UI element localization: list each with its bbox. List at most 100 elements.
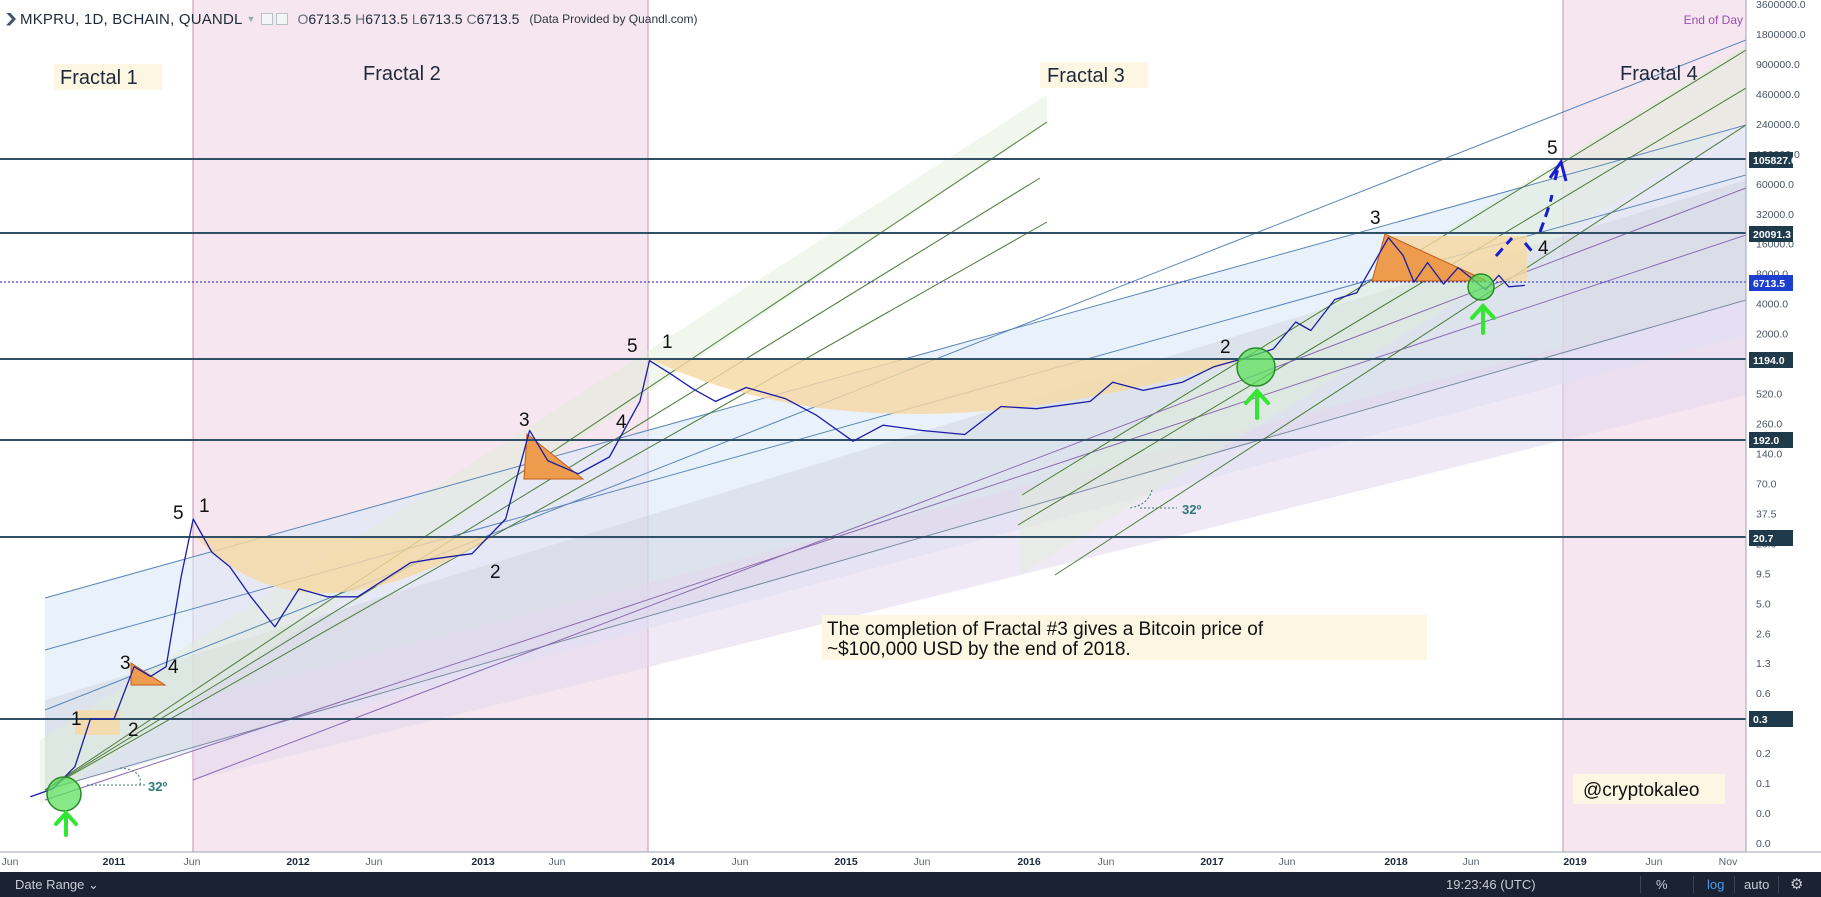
price-badge <box>1749 275 1793 291</box>
x-tick-label: Jun <box>2 856 19 868</box>
fractal-1-label: Fractal 1 <box>60 67 138 89</box>
triangle-pattern <box>1371 233 1488 282</box>
y-tick-label: 900000.0 <box>1756 59 1800 71</box>
y-tick-label: 2.6 <box>1756 628 1771 640</box>
divider <box>1734 876 1735 893</box>
y-tick-label: 260.0 <box>1756 419 1782 431</box>
wave-label: 5 <box>627 336 638 357</box>
y-tick-label: 0.2 <box>1756 748 1771 760</box>
chart-area[interactable]: Fractal 1 Fractal 2 Fractal 3 Fractal 4 … <box>0 0 1821 872</box>
log-toggle[interactable]: log <box>1707 877 1725 892</box>
channel-purple-fill <box>193 300 1746 780</box>
note-background <box>822 615 1427 660</box>
x-tick-label: 2013 <box>471 856 495 868</box>
y-tick-label: 32000.0 <box>1756 209 1794 221</box>
channel-line <box>1017 87 1746 526</box>
note-line-2: ~$100,000 USD by the end of 2018. <box>827 639 1131 660</box>
credit-background <box>1573 774 1725 804</box>
projection-arrowhead-icon <box>1548 158 1568 182</box>
gear-icon[interactable]: ⚙ <box>1790 876 1804 893</box>
note-line-1: The completion of Fractal #3 gives a Bit… <box>827 619 1264 640</box>
percent-toggle[interactable]: % <box>1656 877 1668 892</box>
y-tick-label: 0.1 <box>1756 778 1771 790</box>
highlight-circle <box>1236 347 1276 387</box>
wave-label: 4 <box>616 412 627 433</box>
x-tick-label: Nov <box>1719 856 1738 868</box>
settings-icon[interactable] <box>276 13 289 25</box>
up-arrow-icon <box>1244 388 1270 420</box>
high-value: 6713.5 <box>365 11 409 27</box>
y-tick-label: 70.0 <box>1756 478 1777 490</box>
angle-label: 32º <box>1182 502 1201 517</box>
x-tick-label: Jun <box>1098 856 1115 868</box>
wave-label: 1 <box>199 496 210 517</box>
wave-label: 2 <box>1220 337 1231 358</box>
fractal-3-label: Fractal 3 <box>1047 65 1125 87</box>
price-series <box>30 237 1525 798</box>
wave-label: 2 <box>490 562 501 583</box>
price-badge <box>1749 352 1793 368</box>
projection-path <box>1494 167 1560 257</box>
auto-toggle[interactable]: auto <box>1744 877 1770 892</box>
credit-label: @cryptokaleo <box>1583 780 1699 801</box>
close-value: 6713.5 <box>476 11 520 27</box>
y-tick-label: 460000.0 <box>1756 89 1800 101</box>
collapse-icon[interactable] <box>6 12 16 26</box>
y-tick-label: 240000.0 <box>1756 119 1800 131</box>
y-tick-label: 2000.0 <box>1756 329 1788 341</box>
y-tick-label: 5.0 <box>1756 598 1771 610</box>
price-badge <box>1749 530 1793 546</box>
consolidation-zone <box>75 710 120 735</box>
x-tick-label: Jun <box>184 856 201 868</box>
wave-label: 4 <box>1538 238 1549 259</box>
wave-label: 4 <box>168 657 179 678</box>
price-badge-label: 192.0 <box>1753 435 1779 447</box>
up-arrow-icon <box>54 810 78 837</box>
end-of-day-label: End of Day <box>1683 13 1743 27</box>
price-badge <box>1749 152 1793 168</box>
x-tick-label: 2018 <box>1384 856 1408 868</box>
visibility-icon[interactable] <box>261 13 274 25</box>
divider <box>1693 876 1694 893</box>
x-tick-label: 2019 <box>1563 856 1587 868</box>
channel-line <box>44 177 1041 791</box>
angle-arc <box>119 767 141 786</box>
y-tick-label: 37.5 <box>1756 508 1777 520</box>
highlight-circle <box>1467 273 1495 301</box>
price-badge-label: 1194.0 <box>1753 355 1785 367</box>
wave-label: 5 <box>173 503 184 524</box>
y-tick-label: 0.0 <box>1756 838 1771 850</box>
divider <box>1640 876 1641 893</box>
time-axis[interactable]: Jun 2011 Jun 2012 Jun 2013 Jun 2014 Jun 2015 Jun 20… <box>2 856 1739 868</box>
bottom-toolbar: Date Range ⌄ 19:23:46 (UTC) % log auto ⚙ <box>0 872 1821 897</box>
date-range-button[interactable]: Date Range ⌄ <box>15 877 99 893</box>
symbol-label[interactable]: MKPRU, 1D, BCHAIN, QUANDL <box>20 10 243 28</box>
chevron-down-icon[interactable]: ▼ <box>246 14 256 24</box>
x-tick-label: Jun <box>549 856 566 868</box>
y-tick-label: 140.0 <box>1756 449 1782 461</box>
price-badge <box>1749 432 1793 448</box>
x-tick-label: Jun <box>914 856 931 868</box>
x-tick-label: Jun <box>732 856 749 868</box>
y-tick-label: 4000.0 <box>1756 299 1788 311</box>
x-tick-label: Jun <box>1646 856 1663 868</box>
channel-line <box>44 234 1746 801</box>
highlight-circle <box>46 776 82 812</box>
wave-label: 1 <box>662 332 673 353</box>
ohlc-values: O6713.5 H6713.5 L6713.5 C6713.5 <box>297 11 520 27</box>
price-badge-label: 20.7 <box>1753 533 1774 545</box>
wave-label: 2 <box>128 720 139 741</box>
wave-label: 1 <box>71 709 82 730</box>
price-badge <box>1749 711 1793 727</box>
y-tick-label: 9.5 <box>1756 568 1771 580</box>
label-background <box>54 64 162 90</box>
channel-line <box>1054 124 1746 576</box>
up-arrow-icon <box>1470 303 1496 335</box>
y-tick-label: 3600000.0 <box>1756 0 1806 11</box>
x-tick-label: Jun <box>366 856 383 868</box>
x-tick-label: 2014 <box>651 856 675 868</box>
price-badge <box>1749 226 1793 242</box>
x-tick-label: Jun <box>1279 856 1296 868</box>
chevron-down-icon: ⌄ <box>88 877 99 892</box>
legend-bar: MKPRU, 1D, BCHAIN, QUANDL ▼ O6713.5 H671… <box>0 0 1400 38</box>
